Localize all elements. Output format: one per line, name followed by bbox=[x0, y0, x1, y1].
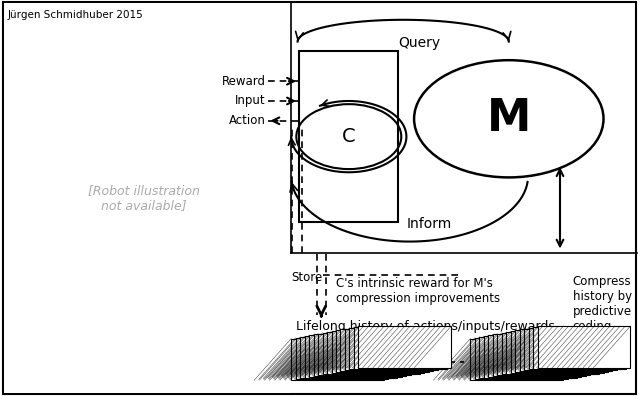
Bar bbox=[524, 329, 617, 370]
Bar bbox=[336, 330, 429, 372]
Text: Input: Input bbox=[235, 95, 266, 107]
Bar bbox=[533, 327, 626, 369]
Bar bbox=[497, 333, 590, 375]
Bar bbox=[305, 336, 397, 378]
Bar bbox=[538, 326, 630, 367]
Text: M: M bbox=[486, 97, 531, 140]
Bar bbox=[340, 329, 433, 371]
Bar bbox=[291, 339, 384, 380]
Bar bbox=[323, 333, 415, 374]
Bar bbox=[520, 329, 612, 371]
Bar bbox=[484, 336, 577, 378]
Bar bbox=[299, 51, 398, 222]
Bar bbox=[309, 335, 402, 377]
Bar bbox=[296, 338, 388, 379]
Bar bbox=[470, 339, 563, 380]
Bar bbox=[4, 3, 290, 393]
Text: Reward: Reward bbox=[221, 75, 266, 88]
Bar bbox=[332, 331, 424, 373]
Bar bbox=[354, 327, 447, 369]
Text: Store: Store bbox=[291, 271, 323, 284]
Bar bbox=[511, 331, 604, 373]
Text: Compress
history by
predictive
coding: Compress history by predictive coding bbox=[573, 275, 632, 333]
Bar bbox=[300, 337, 393, 379]
Bar bbox=[314, 334, 406, 376]
Bar bbox=[349, 328, 442, 369]
Bar bbox=[479, 337, 572, 379]
Bar bbox=[475, 338, 568, 379]
Bar bbox=[529, 328, 621, 369]
Bar bbox=[493, 334, 586, 376]
Text: C's intrinsic reward for M's
compression improvements: C's intrinsic reward for M's compression… bbox=[336, 277, 500, 305]
Text: Lifelong history of actions/inputs/rewards: Lifelong history of actions/inputs/rewar… bbox=[296, 320, 555, 333]
Bar bbox=[327, 332, 420, 373]
Bar bbox=[488, 335, 581, 377]
Text: Query: Query bbox=[398, 36, 440, 50]
Bar bbox=[502, 333, 595, 374]
Text: Inform: Inform bbox=[406, 217, 452, 231]
Text: [Robot illustration
not available]: [Robot illustration not available] bbox=[88, 184, 200, 212]
Bar bbox=[515, 330, 608, 372]
Bar bbox=[358, 326, 451, 367]
Bar bbox=[318, 333, 411, 375]
Bar bbox=[345, 329, 438, 370]
Text: C: C bbox=[342, 127, 356, 146]
Text: Action: Action bbox=[228, 114, 266, 127]
Text: Jürgen Schmidhuber 2015: Jürgen Schmidhuber 2015 bbox=[8, 10, 143, 20]
Bar bbox=[506, 332, 599, 373]
